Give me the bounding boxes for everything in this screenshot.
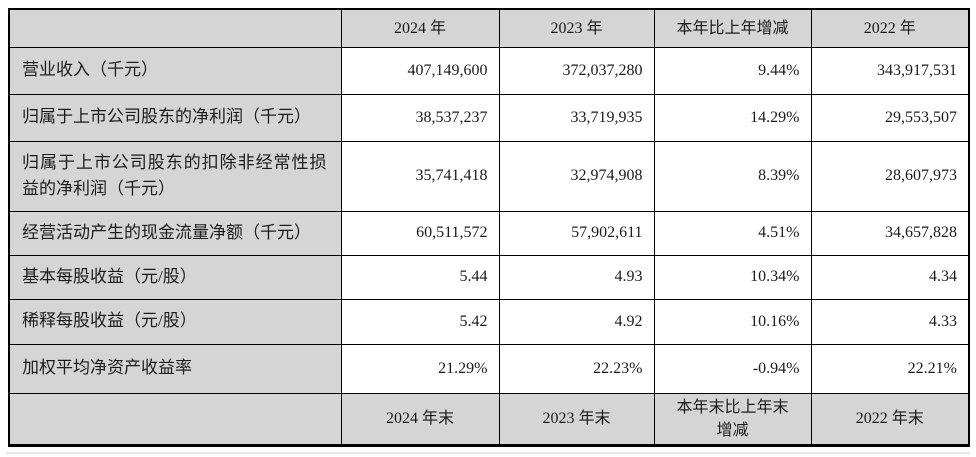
header-cell-2022-yearend: 2022 年末	[810, 392, 970, 446]
value-cell: 5.42	[340, 298, 500, 345]
header-cell-2024-yearend: 2024 年末	[340, 392, 500, 446]
value-cell: 29,553,507	[810, 93, 970, 142]
table-row-basic-eps: 基本每股收益（元/股） 5.44 4.93 10.34% 4.34	[8, 254, 970, 300]
value-cell: 343,917,531	[810, 46, 970, 95]
value-cell: 32,974,908	[498, 140, 655, 212]
value-cell: 4.33	[810, 298, 970, 345]
value-cell: 5.44	[340, 254, 500, 300]
value-cell: 35,741,418	[340, 140, 500, 212]
row-label-operating-cash-flow: 经营活动产生的现金流量净额（千元）	[8, 210, 342, 256]
row-label-basic-eps: 基本每股收益（元/股）	[8, 254, 342, 300]
header-cell-2022: 2022 年	[810, 8, 970, 48]
value-cell: 9.44%	[653, 46, 812, 95]
value-cell: 57,902,611	[498, 210, 655, 256]
header-cell-blank	[8, 8, 342, 48]
value-cell: 60,511,572	[340, 210, 500, 256]
value-cell: 4.51%	[653, 210, 812, 256]
table-row-net-profit: 归属于上市公司股东的净利润（千元） 38,537,237 33,719,935 …	[8, 93, 970, 142]
header-cell-blank	[8, 392, 342, 446]
value-cell: 22.21%	[810, 343, 970, 394]
value-cell: 21.29%	[340, 343, 500, 394]
table-row-operating-cash-flow: 经营活动产生的现金流量净额（千元） 60,511,572 57,902,611 …	[8, 210, 970, 256]
row-label-revenue: 营业收入（千元）	[8, 46, 342, 95]
value-cell: -0.94%	[653, 343, 812, 394]
row-label-weighted-avg-roe: 加权平均净资产收益率	[8, 343, 342, 394]
value-cell: 407,149,600	[340, 46, 500, 95]
value-cell: 38,537,237	[340, 93, 500, 142]
header-cell-yearend-change: 本年末比上年末增减	[653, 392, 812, 446]
row-label-net-profit-excl-nonrecurring: 归属于上市公司股东的扣除非经常性损益的净利润（千元）	[8, 140, 342, 212]
value-cell: 372,037,280	[498, 46, 655, 95]
value-cell: 10.16%	[653, 298, 812, 345]
value-cell: 22.23%	[498, 343, 655, 394]
value-cell: 10.34%	[653, 254, 812, 300]
value-cell: 34,657,828	[810, 210, 970, 256]
table-header-row-bottom: 2024 年末 2023 年末 本年末比上年末增减 2022 年末	[8, 392, 970, 446]
value-cell: 4.93	[498, 254, 655, 300]
header-cell-yoy-change: 本年比上年增减	[653, 8, 812, 48]
row-label-net-profit: 归属于上市公司股东的净利润（千元）	[8, 93, 342, 142]
value-cell: 4.92	[498, 298, 655, 345]
table-row-diluted-eps: 稀释每股收益（元/股） 5.42 4.92 10.16% 4.33	[8, 298, 970, 345]
header-cell-2023: 2023 年	[498, 8, 655, 48]
table-header-row-top: 2024 年 2023 年 本年比上年增减 2022 年	[8, 8, 970, 48]
table-row-weighted-avg-roe: 加权平均净资产收益率 21.29% 22.23% -0.94% 22.21%	[8, 343, 970, 394]
scan-artifact-line	[6, 452, 970, 454]
value-cell: 8.39%	[653, 140, 812, 212]
value-cell: 14.29%	[653, 93, 812, 142]
value-cell: 4.34	[810, 254, 970, 300]
table-row-net-profit-excl-nonrecurring: 归属于上市公司股东的扣除非经常性损益的净利润（千元） 35,741,418 32…	[8, 140, 970, 212]
row-label-diluted-eps: 稀释每股收益（元/股）	[8, 298, 342, 345]
value-cell: 28,607,973	[810, 140, 970, 212]
financial-summary-table: 2024 年 2023 年 本年比上年增减 2022 年 营业收入（千元） 40…	[8, 8, 970, 447]
header-cell-2023-yearend: 2023 年末	[498, 392, 655, 446]
table-row-revenue: 营业收入（千元） 407,149,600 372,037,280 9.44% 3…	[8, 46, 970, 95]
header-cell-2024: 2024 年	[340, 8, 500, 48]
value-cell: 33,719,935	[498, 93, 655, 142]
